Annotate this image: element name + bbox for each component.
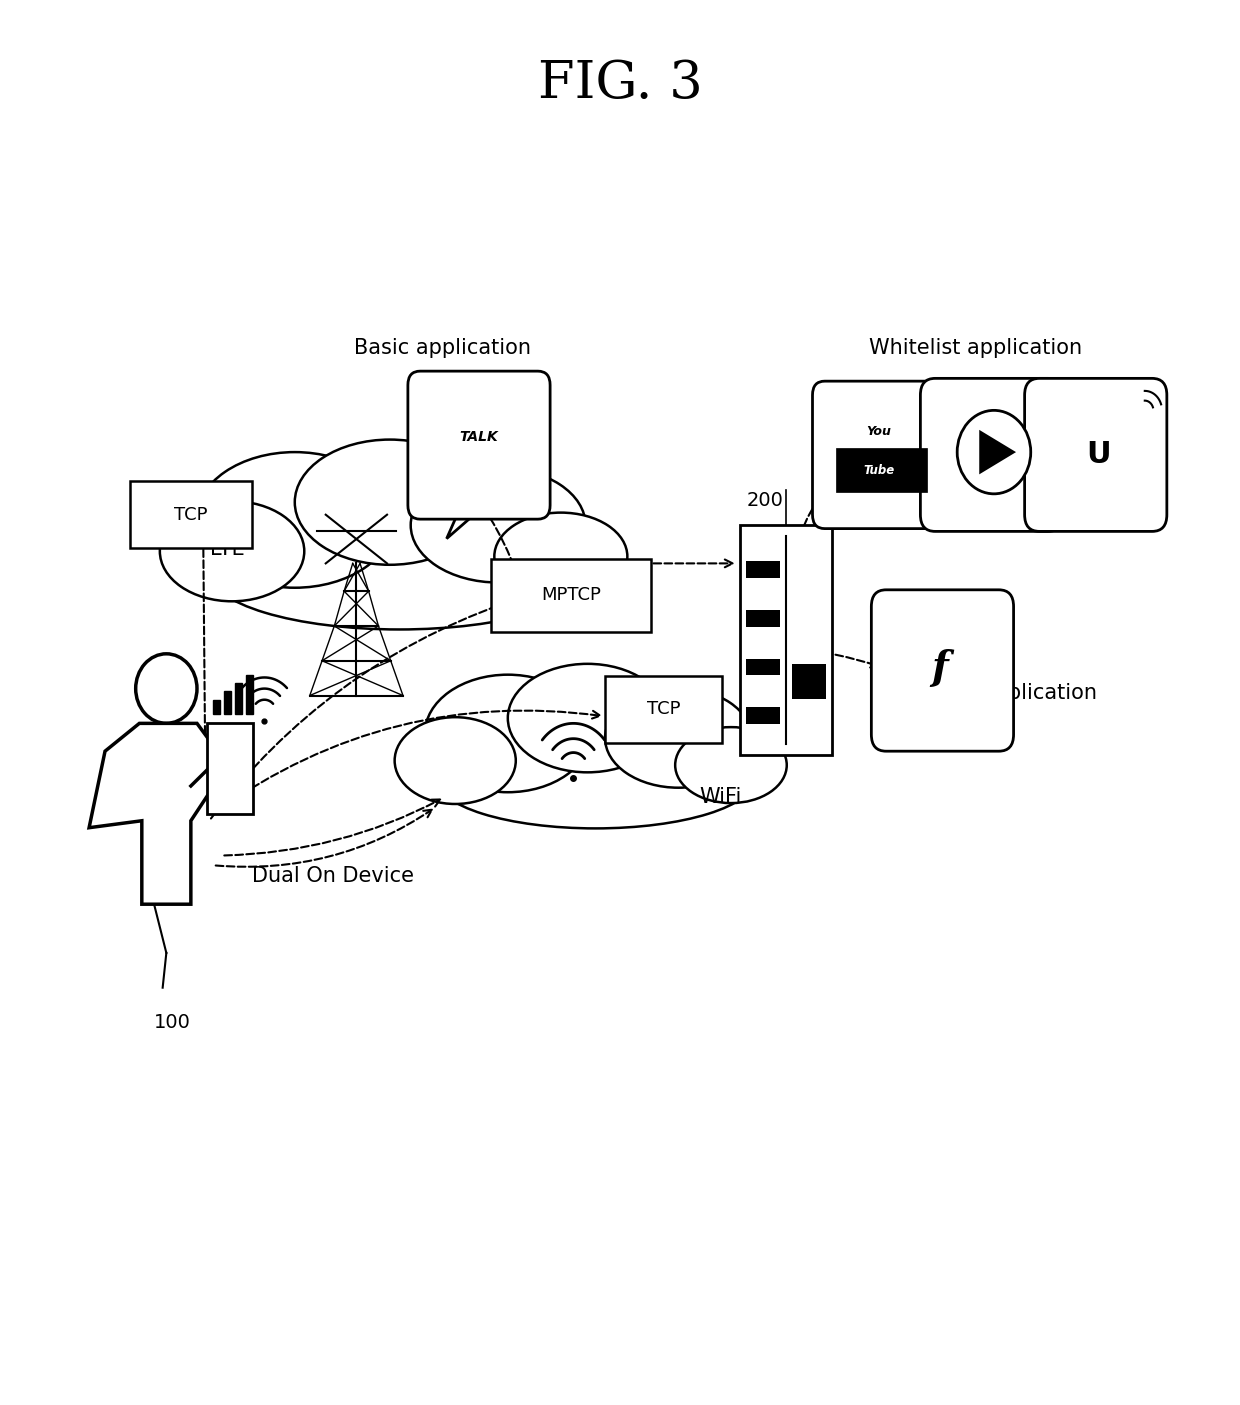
Bar xyxy=(746,707,780,724)
Bar xyxy=(746,659,780,676)
Ellipse shape xyxy=(495,513,627,600)
Text: MPTCP: MPTCP xyxy=(541,586,601,604)
FancyBboxPatch shape xyxy=(872,590,1013,752)
Polygon shape xyxy=(446,506,485,538)
Ellipse shape xyxy=(210,514,589,629)
Text: TALK: TALK xyxy=(460,430,498,444)
Bar xyxy=(224,691,232,714)
FancyBboxPatch shape xyxy=(812,381,950,528)
Ellipse shape xyxy=(605,688,751,788)
Polygon shape xyxy=(980,430,1016,475)
Text: LTE: LTE xyxy=(211,540,246,559)
Text: You: You xyxy=(867,424,892,438)
FancyBboxPatch shape xyxy=(1024,378,1167,531)
Text: Tube: Tube xyxy=(863,464,894,476)
Text: WiFi: WiFi xyxy=(699,787,742,806)
Circle shape xyxy=(135,653,197,724)
Ellipse shape xyxy=(394,717,516,804)
Text: Basic application: Basic application xyxy=(353,337,531,358)
FancyBboxPatch shape xyxy=(920,378,1063,531)
Text: Basic application: Basic application xyxy=(920,683,1097,702)
Text: U: U xyxy=(1086,440,1111,469)
FancyBboxPatch shape xyxy=(129,482,252,548)
FancyBboxPatch shape xyxy=(740,525,832,754)
Text: Dual On Device: Dual On Device xyxy=(252,867,414,887)
Text: TCP: TCP xyxy=(647,701,681,718)
Text: Whitelist application: Whitelist application xyxy=(869,337,1083,358)
Text: FIG. 3: FIG. 3 xyxy=(538,58,702,110)
Polygon shape xyxy=(89,724,228,905)
Text: TCP: TCP xyxy=(174,506,207,524)
Ellipse shape xyxy=(160,502,304,601)
Bar xyxy=(213,700,221,714)
Bar xyxy=(246,674,253,714)
Ellipse shape xyxy=(508,663,667,773)
Ellipse shape xyxy=(196,452,393,587)
FancyBboxPatch shape xyxy=(605,676,722,743)
Text: 200: 200 xyxy=(746,492,784,510)
Text: f: f xyxy=(931,649,949,687)
Bar xyxy=(792,665,826,700)
FancyBboxPatch shape xyxy=(491,559,651,632)
Circle shape xyxy=(957,410,1030,493)
Ellipse shape xyxy=(425,674,590,792)
Text: MA-GW: MA-GW xyxy=(761,638,833,656)
Bar xyxy=(236,683,242,714)
FancyBboxPatch shape xyxy=(408,371,551,520)
Ellipse shape xyxy=(436,729,755,829)
Ellipse shape xyxy=(295,440,485,565)
Bar xyxy=(746,610,780,627)
FancyBboxPatch shape xyxy=(836,448,926,492)
Bar xyxy=(746,562,780,577)
Ellipse shape xyxy=(675,728,786,804)
Text: 100: 100 xyxy=(154,1013,191,1031)
Ellipse shape xyxy=(410,468,585,583)
FancyBboxPatch shape xyxy=(207,724,253,813)
